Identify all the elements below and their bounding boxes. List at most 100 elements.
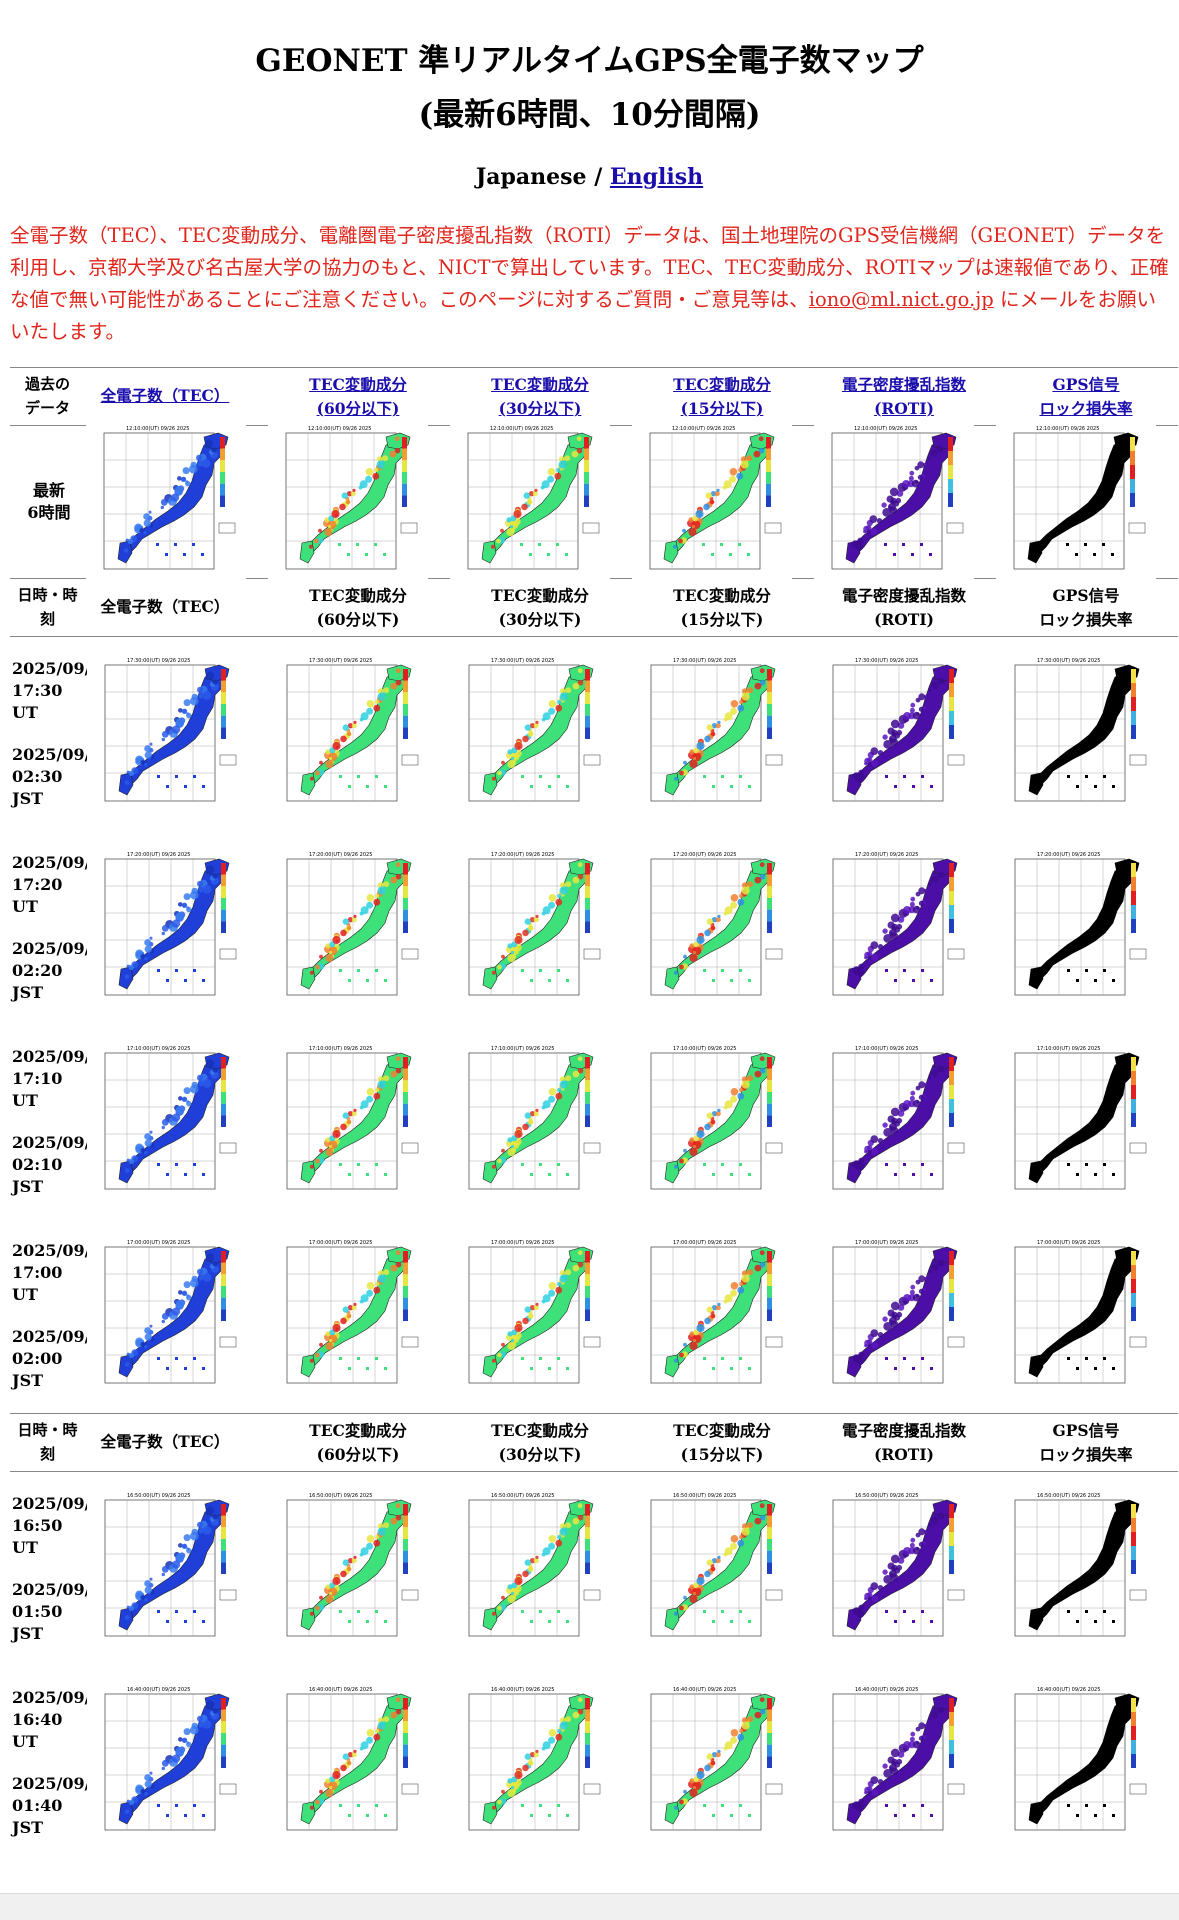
map-image-lol[interactable]: 17:10:00(UT) 09/26 2025 bbox=[997, 1043, 1157, 1201]
map-dtec30[interactable]: 17:00:00(UT) 09/26 2025 bbox=[451, 1237, 611, 1395]
map-image-tec[interactable]: 17:00:00(UT) 09/26 2025 bbox=[87, 1237, 247, 1395]
latest-map-dtec60[interactable]: 12:10:00(UT) 09/26 2025 bbox=[268, 423, 428, 581]
map-dtec60[interactable]: 17:20:00(UT) 09/26 2025 bbox=[269, 849, 429, 1007]
map-roti[interactable]: 17:20:00(UT) 09/26 2025 bbox=[815, 849, 975, 1007]
map-image-tec[interactable]: 17:10:00(UT) 09/26 2025 bbox=[87, 1043, 247, 1201]
latest-map-tec[interactable]: 12:10:00(UT) 09/26 2025 bbox=[86, 423, 246, 581]
header-link-dtec30[interactable]: TEC変動成分 (30分以下) bbox=[491, 375, 589, 418]
map-image-dtec15[interactable]: 17:00:00(UT) 09/26 2025 bbox=[633, 1237, 793, 1395]
lang-english-link[interactable]: English bbox=[609, 164, 704, 190]
map-dtec30[interactable]: 16:40:00(UT) 09/26 2025 bbox=[451, 1684, 611, 1842]
map-lol[interactable]: 17:10:00(UT) 09/26 2025 bbox=[997, 1043, 1157, 1201]
map-dtec60[interactable]: 16:40:00(UT) 09/26 2025 bbox=[269, 1684, 429, 1842]
map-dtec60[interactable]: 17:10:00(UT) 09/26 2025 bbox=[269, 1043, 429, 1201]
map-tec[interactable]: 17:00:00(UT) 09/26 2025 bbox=[87, 1237, 247, 1395]
map-dtec60[interactable]: 16:50:00(UT) 09/26 2025 bbox=[269, 1490, 429, 1648]
map-tec[interactable]: 17:20:00(UT) 09/26 2025 bbox=[87, 849, 247, 1007]
map-tec[interactable]: 17:10:00(UT) 09/26 2025 bbox=[87, 1043, 247, 1201]
map-dtec30[interactable]: 17:30:00(UT) 09/26 2025 bbox=[451, 655, 611, 813]
map-dtec30[interactable]: 17:20:00(UT) 09/26 2025 bbox=[451, 849, 611, 1007]
header-link-tec[interactable]: 全電子数（TEC） bbox=[101, 386, 230, 405]
contact-email-link[interactable]: iono@ml.nict.go.jp bbox=[808, 288, 994, 311]
latest-map-lol[interactable]: 12:10:00(UT) 09/26 2025 bbox=[996, 423, 1156, 581]
map-image-dtec30[interactable]: 17:00:00(UT) 09/26 2025 bbox=[451, 1237, 611, 1395]
map-data-patch bbox=[883, 740, 893, 749]
colorbar-segment bbox=[403, 669, 408, 681]
map-lol[interactable]: 17:20:00(UT) 09/26 2025 bbox=[997, 849, 1157, 1007]
map-dtec30[interactable]: 16:50:00(UT) 09/26 2025 bbox=[451, 1490, 611, 1648]
map-image-roti[interactable]: 17:30:00(UT) 09/26 2025 bbox=[815, 655, 975, 813]
map-image-dtec30[interactable]: 17:10:00(UT) 09/26 2025 bbox=[451, 1043, 611, 1201]
map-image-dtec15[interactable]: 16:50:00(UT) 09/26 2025 bbox=[633, 1490, 793, 1648]
map-dtec15[interactable]: 16:50:00(UT) 09/26 2025 bbox=[633, 1490, 793, 1648]
map-dtec15[interactable]: 17:00:00(UT) 09/26 2025 bbox=[633, 1237, 793, 1395]
map-image-dtec60[interactable]: 17:30:00(UT) 09/26 2025 bbox=[269, 655, 429, 813]
map-roti[interactable]: 16:50:00(UT) 09/26 2025 bbox=[815, 1490, 975, 1648]
map-data-patch bbox=[383, 1522, 390, 1529]
header-link-lol[interactable]: GPS信号 ロック損失率 bbox=[1039, 375, 1132, 418]
map-lol[interactable]: 16:40:00(UT) 09/26 2025 bbox=[997, 1684, 1157, 1842]
map-tec[interactable]: 16:40:00(UT) 09/26 2025 bbox=[87, 1684, 247, 1842]
map-tec[interactable]: 17:30:00(UT) 09/26 2025 bbox=[87, 655, 247, 813]
latest-map-dtec15[interactable]: 12:10:00(UT) 09/26 2025 bbox=[632, 423, 792, 581]
map-image-dtec60[interactable]: 17:20:00(UT) 09/26 2025 bbox=[269, 849, 429, 1007]
colorbar-segment bbox=[402, 483, 407, 496]
map-dtec15[interactable]: 17:10:00(UT) 09/26 2025 bbox=[633, 1043, 793, 1201]
map-image-lol[interactable]: 17:00:00(UT) 09/26 2025 bbox=[997, 1237, 1157, 1395]
map-image-lol[interactable]: 16:50:00(UT) 09/26 2025 bbox=[997, 1490, 1157, 1648]
header-link-roti[interactable]: 電子密度擾乱指数 (ROTI) bbox=[842, 375, 966, 418]
map-image-tec[interactable]: 17:30:00(UT) 09/26 2025 bbox=[87, 655, 247, 813]
header-link-dtec15[interactable]: TEC変動成分 (15分以下) bbox=[673, 375, 771, 418]
map-image-dtec15[interactable]: 17:30:00(UT) 09/26 2025 bbox=[633, 655, 793, 813]
map-lol[interactable]: 16:50:00(UT) 09/26 2025 bbox=[997, 1490, 1157, 1648]
latest-map-image-dtec30[interactable]: 12:10:00(UT) 09/26 2025 bbox=[450, 423, 610, 581]
map-image-dtec60[interactable]: 16:40:00(UT) 09/26 2025 bbox=[269, 1684, 429, 1842]
map-image-dtec30[interactable]: 16:40:00(UT) 09/26 2025 bbox=[451, 1684, 611, 1842]
map-dtec30[interactable]: 17:10:00(UT) 09/26 2025 bbox=[451, 1043, 611, 1201]
map-image-tec[interactable]: 16:50:00(UT) 09/26 2025 bbox=[87, 1490, 247, 1648]
map-image-dtec30[interactable]: 17:30:00(UT) 09/26 2025 bbox=[451, 655, 611, 813]
map-dtec15[interactable]: 17:30:00(UT) 09/26 2025 bbox=[633, 655, 793, 813]
map-image-roti[interactable]: 17:10:00(UT) 09/26 2025 bbox=[815, 1043, 975, 1201]
map-image-lol[interactable]: 17:30:00(UT) 09/26 2025 bbox=[997, 655, 1157, 813]
map-roti[interactable]: 16:40:00(UT) 09/26 2025 bbox=[815, 1684, 975, 1842]
map-legend-box bbox=[946, 522, 964, 534]
latest-map-dtec30[interactable]: 12:10:00(UT) 09/26 2025 bbox=[450, 423, 610, 581]
map-tec[interactable]: 16:50:00(UT) 09/26 2025 bbox=[87, 1490, 247, 1648]
map-dtec60[interactable]: 17:00:00(UT) 09/26 2025 bbox=[269, 1237, 429, 1395]
map-image-dtec30[interactable]: 17:20:00(UT) 09/26 2025 bbox=[451, 849, 611, 1007]
latest-map-image-lol[interactable]: 12:10:00(UT) 09/26 2025 bbox=[996, 423, 1156, 581]
map-lol[interactable]: 17:30:00(UT) 09/26 2025 bbox=[997, 655, 1157, 813]
latest-map-roti[interactable]: 12:10:00(UT) 09/26 2025 bbox=[814, 423, 974, 581]
map-roti[interactable]: 17:00:00(UT) 09/26 2025 bbox=[815, 1237, 975, 1395]
map-lol[interactable]: 17:00:00(UT) 09/26 2025 bbox=[997, 1237, 1157, 1395]
map-image-lol[interactable]: 17:20:00(UT) 09/26 2025 bbox=[997, 849, 1157, 1007]
map-image-dtec60[interactable]: 17:10:00(UT) 09/26 2025 bbox=[269, 1043, 429, 1201]
map-image-dtec60[interactable]: 17:00:00(UT) 09/26 2025 bbox=[269, 1237, 429, 1395]
header-link-dtec60[interactable]: TEC変動成分 (60分以下) bbox=[309, 375, 407, 418]
map-dtec60[interactable]: 17:30:00(UT) 09/26 2025 bbox=[269, 655, 429, 813]
map-image-roti[interactable]: 16:40:00(UT) 09/26 2025 bbox=[815, 1684, 975, 1842]
latest-map-image-tec[interactable]: 12:10:00(UT) 09/26 2025 bbox=[86, 423, 246, 581]
map-image-lol[interactable]: 16:40:00(UT) 09/26 2025 bbox=[997, 1684, 1157, 1842]
latest-map-image-roti[interactable]: 12:10:00(UT) 09/26 2025 bbox=[814, 423, 974, 581]
map-island-dot bbox=[157, 1804, 160, 1807]
map-dtec15[interactable]: 17:20:00(UT) 09/26 2025 bbox=[633, 849, 793, 1007]
map-data-patch bbox=[739, 893, 744, 899]
map-image-dtec30[interactable]: 16:50:00(UT) 09/26 2025 bbox=[451, 1490, 611, 1648]
map-image-dtec15[interactable]: 16:40:00(UT) 09/26 2025 bbox=[633, 1684, 793, 1842]
map-image-roti[interactable]: 17:20:00(UT) 09/26 2025 bbox=[815, 849, 975, 1007]
map-dtec15[interactable]: 16:40:00(UT) 09/26 2025 bbox=[633, 1684, 793, 1842]
map-image-dtec15[interactable]: 17:20:00(UT) 09/26 2025 bbox=[633, 849, 793, 1007]
latest-map-image-dtec15[interactable]: 12:10:00(UT) 09/26 2025 bbox=[632, 423, 792, 581]
map-image-dtec60[interactable]: 16:50:00(UT) 09/26 2025 bbox=[269, 1490, 429, 1648]
map-roti[interactable]: 17:10:00(UT) 09/26 2025 bbox=[815, 1043, 975, 1201]
map-image-dtec15[interactable]: 17:10:00(UT) 09/26 2025 bbox=[633, 1043, 793, 1201]
map-image-roti[interactable]: 17:00:00(UT) 09/26 2025 bbox=[815, 1237, 975, 1395]
map-image-tec[interactable]: 17:20:00(UT) 09/26 2025 bbox=[87, 849, 247, 1007]
latest-map-image-dtec60[interactable]: 12:10:00(UT) 09/26 2025 bbox=[268, 423, 428, 581]
map-data-patch bbox=[383, 1075, 390, 1082]
map-image-roti[interactable]: 16:50:00(UT) 09/26 2025 bbox=[815, 1490, 975, 1648]
map-image-tec[interactable]: 16:40:00(UT) 09/26 2025 bbox=[87, 1684, 247, 1842]
map-roti[interactable]: 17:30:00(UT) 09/26 2025 bbox=[815, 655, 975, 813]
